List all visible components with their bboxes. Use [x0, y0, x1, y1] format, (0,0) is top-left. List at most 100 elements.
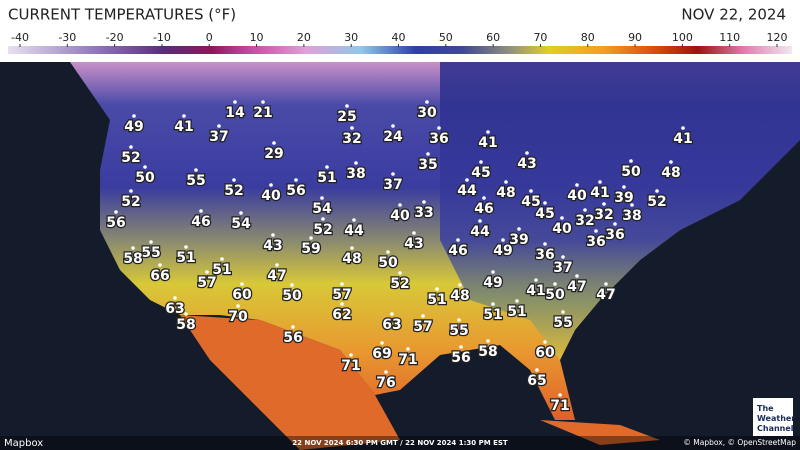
temperature-label: 48	[342, 251, 361, 267]
station-dot	[553, 282, 557, 286]
attribution-left: Mapbox	[4, 438, 43, 449]
scale-tick-label: 70	[533, 31, 547, 44]
temperature-label: 52	[121, 194, 140, 210]
station-dot	[613, 222, 617, 226]
temperature-label: 39	[614, 190, 633, 206]
temperature-label: 47	[596, 287, 615, 303]
temperature-label: 36	[605, 227, 624, 243]
temperature-label: 37	[553, 260, 572, 276]
land-cuba	[540, 420, 660, 445]
station-dot	[325, 165, 329, 169]
station-dot	[491, 302, 495, 306]
temperature-label: 36	[586, 234, 605, 250]
temperature-label: 51	[176, 250, 195, 266]
scale-tick-label: 110	[719, 31, 740, 44]
temperature-label: 71	[341, 358, 360, 374]
temperature-label: 49	[483, 275, 502, 291]
station-dot	[182, 114, 186, 118]
station-dot	[271, 233, 275, 237]
station-dot	[184, 245, 188, 249]
temperature-label: 40	[567, 188, 587, 204]
temperature-label: 59	[301, 241, 320, 257]
logo-box	[753, 398, 793, 436]
temperature-label: 66	[150, 268, 169, 284]
scale-tick-label: -10	[153, 31, 171, 44]
station-dot	[543, 242, 547, 246]
station-dot	[543, 201, 547, 205]
station-dot	[604, 282, 608, 286]
temperature-label: 54	[231, 216, 251, 232]
temperature-label: 21	[253, 105, 272, 121]
temperature-label: 51	[507, 304, 526, 320]
station-dot	[350, 246, 354, 250]
temperature-label: 50	[378, 255, 398, 271]
scale-tick-label: 40	[392, 31, 406, 44]
temperature-label: 52	[224, 183, 243, 199]
station-dot	[435, 287, 439, 291]
station-dot	[390, 312, 394, 316]
temperature-label: 24	[383, 129, 403, 145]
temperature-label: 45	[471, 165, 490, 181]
temperature-label: 37	[209, 129, 228, 145]
station-dot	[143, 165, 147, 169]
land-mexico	[180, 315, 400, 450]
temperature-label: 60	[535, 345, 555, 361]
station-dot	[486, 339, 490, 343]
temperature-label: 55	[553, 315, 572, 331]
station-dot	[149, 240, 153, 244]
temperature-label: 51	[427, 292, 446, 308]
scale-tick-label: 120	[767, 31, 788, 44]
temperature-label: 54	[312, 201, 332, 217]
temperature-label: 41	[526, 283, 545, 299]
station-dot	[594, 229, 598, 233]
temperature-label: 43	[517, 156, 536, 172]
temperature-label: 52	[647, 194, 666, 210]
temperature-label: 52	[121, 150, 140, 166]
timestamp: 22 NOV 2024 6:30 PM GMT / 22 NOV 2024 1:…	[292, 439, 508, 447]
station-dot	[129, 145, 133, 149]
station-dot	[457, 318, 461, 322]
station-dot	[173, 296, 177, 300]
station-dot	[669, 160, 673, 164]
temperature-label: 44	[457, 183, 477, 199]
scale-tick-label: 60	[486, 31, 500, 44]
temperature-label: 70	[228, 309, 248, 325]
station-dot	[205, 270, 209, 274]
station-dot	[272, 141, 276, 145]
station-dot	[340, 302, 344, 306]
temperature-label: 38	[622, 208, 641, 224]
temperature-label: 62	[332, 307, 351, 323]
station-dot	[352, 218, 356, 222]
temperature-label: 57	[332, 287, 351, 303]
scale-tick-label: 10	[250, 31, 264, 44]
temperature-label: 38	[346, 166, 365, 182]
station-dot	[535, 368, 539, 372]
station-dot	[391, 172, 395, 176]
station-dot	[425, 100, 429, 104]
station-dot	[458, 283, 462, 287]
station-dot	[232, 178, 236, 182]
station-dot	[320, 196, 324, 200]
station-dot	[501, 238, 505, 242]
station-dot	[291, 325, 295, 329]
scale-tick-label: -20	[106, 31, 124, 44]
station-dot	[321, 217, 325, 221]
scale-tick-label: 100	[672, 31, 693, 44]
station-dot	[561, 310, 565, 314]
temperature-label: 56	[283, 330, 302, 346]
temperature-label: 41	[174, 119, 193, 135]
station-dot	[478, 219, 482, 223]
station-dot	[294, 178, 298, 182]
station-dot	[345, 104, 349, 108]
temperature-label: 33	[414, 205, 433, 221]
scale-tick-label: 30	[344, 31, 358, 44]
scale-tick-label: 0	[206, 31, 213, 44]
temperature-label: 76	[376, 375, 395, 391]
station-dot	[132, 114, 136, 118]
temperature-label: 63	[382, 317, 401, 333]
temperature-label: 40	[552, 221, 572, 237]
station-dot	[349, 353, 353, 357]
station-dot	[583, 208, 587, 212]
temperature-label: 58	[478, 344, 497, 360]
